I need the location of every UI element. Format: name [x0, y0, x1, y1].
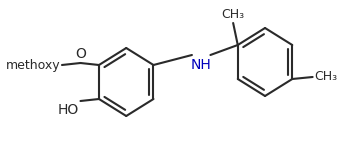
- Text: NH: NH: [191, 58, 212, 72]
- Text: methoxy: methoxy: [6, 59, 60, 71]
- Text: CH₃: CH₃: [314, 71, 338, 83]
- Text: CH₃: CH₃: [222, 8, 245, 21]
- Text: O: O: [75, 47, 86, 61]
- Text: HO: HO: [57, 103, 78, 117]
